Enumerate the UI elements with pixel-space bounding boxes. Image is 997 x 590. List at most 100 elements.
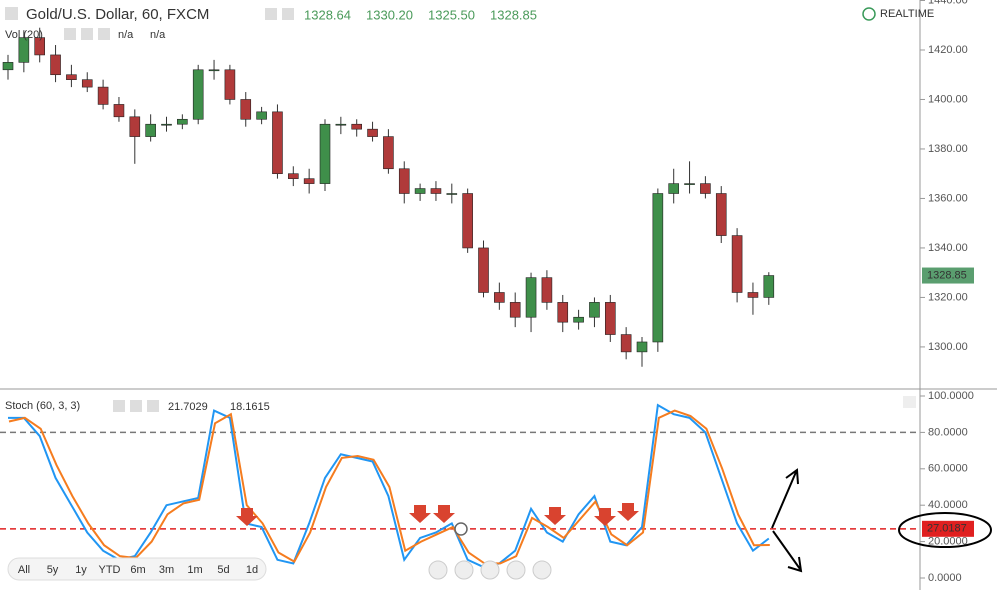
candle-body: [351, 123, 363, 130]
candle-body: [494, 292, 505, 303]
down-arrow: [617, 503, 639, 521]
y-tick-label: 80.0000: [928, 426, 968, 438]
icon[interactable]: [5, 7, 18, 20]
y-tick-label: 1320.00: [928, 291, 968, 303]
candle-body: [478, 247, 489, 293]
range-button[interactable]: 6m: [130, 564, 145, 576]
candle-body: [383, 136, 394, 170]
icon[interactable]: [282, 8, 294, 20]
last-price-tag: [922, 267, 974, 284]
range-button[interactable]: 5y: [47, 564, 59, 576]
ellipse: [898, 512, 992, 548]
range-button[interactable]: 1d: [246, 564, 258, 576]
y-tick-label: 1440.00: [928, 0, 968, 6]
candle-body: [525, 277, 537, 318]
marker: [454, 522, 468, 536]
zoom-out[interactable]: [454, 560, 474, 580]
nav-right[interactable]: [532, 560, 552, 580]
candle-body: [303, 178, 315, 184]
candle-body: [446, 193, 458, 195]
candle-body: [287, 173, 299, 179]
range-button[interactable]: 1m: [187, 564, 202, 576]
y-tick-label: 0.0000: [928, 572, 962, 584]
candle-body: [668, 183, 680, 194]
candle-body: [414, 188, 426, 194]
y-tick-label: 60.0000: [928, 463, 968, 475]
candle-body: [97, 86, 109, 105]
candle-body: [747, 292, 759, 298]
volume-label: Vol (20): [5, 29, 43, 41]
stoch-k-value: 21.7029: [168, 401, 208, 413]
candle-body: [2, 62, 14, 71]
candle-body: [256, 111, 267, 120]
y-tick-label: 1300.00: [928, 341, 968, 353]
collapse-button[interactable]: [903, 396, 916, 408]
candle-body: [177, 118, 188, 125]
range-button[interactable]: YTD: [99, 564, 121, 576]
icon[interactable]: [130, 400, 142, 412]
candle-body: [763, 275, 775, 298]
icon[interactable]: [265, 8, 277, 20]
down-arrow: [772, 530, 803, 573]
candle-body: [50, 54, 61, 76]
icon[interactable]: [113, 400, 125, 412]
candle-body: [34, 37, 46, 56]
candle-body: [66, 74, 77, 80]
icon[interactable]: [64, 28, 76, 40]
candle-body: [335, 123, 347, 126]
y-tick-label: 1360.00: [928, 192, 968, 204]
plot: 1300.00 1320.00 1340.00 1360.00 1380.00 1400.…: [0, 0, 974, 584]
y-tick-label: 1380.00: [928, 143, 968, 155]
candle-body: [81, 79, 93, 88]
candle-body: [604, 302, 616, 335]
candle-body: [129, 116, 141, 137]
candle-body: [557, 302, 569, 323]
zoom-in[interactable]: [506, 560, 526, 580]
candle-body: [636, 341, 648, 353]
last-price: 1328.85: [927, 269, 967, 281]
y-tick-label: 1400.00: [928, 93, 968, 105]
candle-body: [18, 37, 30, 63]
down-arrow: [544, 507, 566, 525]
candle-body: [430, 188, 442, 194]
realtime-icon: [862, 7, 876, 21]
candle-body: [700, 183, 711, 194]
nav-left[interactable]: [428, 560, 448, 580]
reset[interactable]: [480, 560, 500, 580]
candle-body: [398, 168, 410, 194]
realtime: REALTIME: [880, 8, 934, 20]
level-label: 27.0187: [927, 523, 967, 535]
range-button[interactable]: 1y: [75, 564, 87, 576]
stoch-line: [8, 403, 770, 569]
range-button[interactable]: 5d: [217, 564, 229, 576]
candle-body: [509, 302, 521, 318]
candle-body: [272, 111, 283, 175]
candle-body: [319, 123, 331, 184]
candle-body: [652, 193, 664, 343]
nav-buttons: [428, 560, 552, 580]
candle-body: [224, 69, 236, 100]
up-arrow: [771, 468, 799, 529]
range-bar: [7, 557, 267, 581]
candle-body: [715, 193, 727, 236]
down-arrow: [409, 505, 431, 523]
icon[interactable]: [81, 28, 93, 40]
candle-body: [113, 104, 125, 118]
icon[interactable]: [147, 400, 159, 412]
annotation-arrows: [236, 503, 639, 526]
high: 1330.20: [366, 7, 413, 22]
range-button[interactable]: All: [18, 564, 30, 576]
y-tick-label: 100.0000: [928, 390, 974, 402]
icon[interactable]: [98, 28, 110, 40]
down-arrow: [594, 508, 616, 526]
candle-body: [240, 99, 252, 120]
range-button[interactable]: 3m: [159, 564, 174, 576]
volume-value: n/a: [118, 29, 134, 41]
y-tick-label: 20.0000: [928, 535, 968, 547]
candle-body: [541, 277, 553, 303]
down-arrow: [433, 505, 455, 523]
candle-body: [684, 183, 695, 185]
candle-body: [731, 235, 743, 293]
candle-body: [192, 69, 204, 120]
